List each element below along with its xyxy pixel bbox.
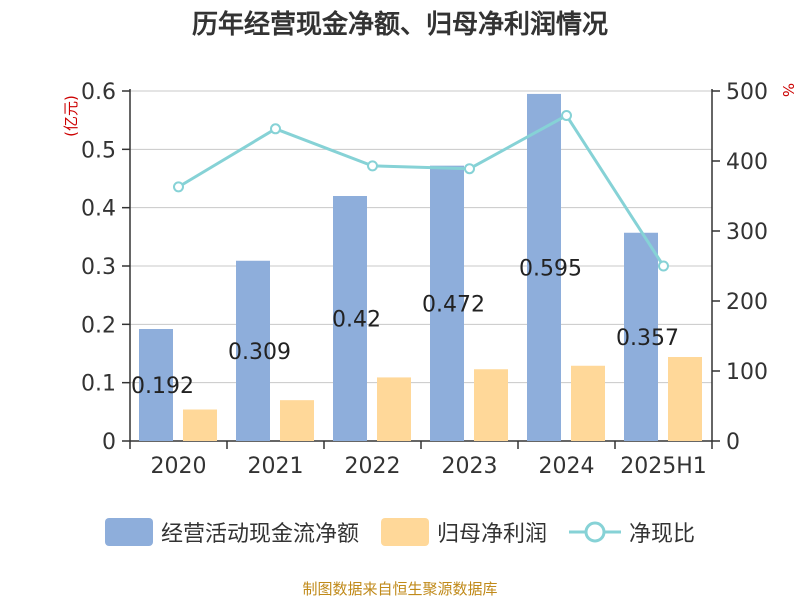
- legend-label-net-profit: 归母净利润: [436, 522, 547, 547]
- y-left-tick-label: 0: [102, 430, 116, 455]
- x-tick-label: 2024: [539, 454, 595, 479]
- data-label-cash-flow: 0.192: [131, 374, 194, 399]
- data-label-cash-flow: 0.595: [519, 256, 582, 281]
- bar-net-profit: [183, 409, 217, 441]
- x-tick-label: 2020: [151, 454, 207, 479]
- bar-net-profit: [474, 369, 508, 441]
- y-right-tick-label: 300: [726, 220, 768, 245]
- ratio-point: [367, 160, 378, 172]
- bar-cash-flow: [139, 329, 173, 441]
- y-left-tick-label: 0.4: [81, 197, 116, 222]
- y-right-tick-label: 500: [726, 80, 768, 105]
- y-right-tick-label: 0: [726, 430, 740, 455]
- bar-net-profit: [571, 365, 605, 441]
- data-label-cash-flow: 0.309: [228, 340, 291, 365]
- legend-item-cash-flow[interactable]: 经营活动现金流净额: [104, 516, 359, 548]
- y-left-tick-label: 0.3: [81, 255, 116, 280]
- legend-swatch-net-profit: [380, 518, 429, 546]
- bar-net-profit: [377, 377, 411, 441]
- y-left-tick-label: 0.1: [81, 372, 116, 397]
- ratio-point: [270, 123, 281, 135]
- bar-cash-flow: [527, 93, 561, 442]
- ratio-line: [177, 113, 665, 267]
- y-left-tick-label: 0.5: [81, 138, 116, 163]
- legend-item-ratio[interactable]: 净现比: [569, 516, 695, 548]
- bar-cash-flow: [333, 196, 367, 441]
- y-right-tick-label: 400: [726, 150, 768, 175]
- source-footer: 制图数据来自恒生聚源数据库: [302, 580, 498, 598]
- bar-cash-flow: [430, 165, 464, 441]
- ratio-point: [561, 110, 572, 121]
- y-right-unit-label: %: [779, 83, 797, 97]
- bar-cash-flow: [624, 232, 658, 441]
- y-right-tick-label: 200: [726, 290, 768, 315]
- bar-net-profit: [668, 357, 702, 441]
- data-label-cash-flow: 0.472: [422, 292, 485, 317]
- x-tick-label: 2021: [248, 454, 304, 479]
- data-label-cash-flow: 0.357: [616, 326, 679, 351]
- legend-label-cash-flow: 经营活动现金流净额: [160, 522, 359, 547]
- y-left-unit-label: (亿元): [62, 95, 80, 137]
- ratio-point: [173, 181, 184, 193]
- chart-legend: 经营活动现金流净额 归母净利润 净现比: [0, 516, 800, 548]
- x-tick-label: 2023: [442, 454, 498, 479]
- legend-item-net-profit[interactable]: 归母净利润: [380, 516, 547, 548]
- data-label-cash-flow: 0.42: [332, 308, 381, 333]
- ratio-point: [658, 260, 669, 272]
- bar-net-profit: [280, 400, 314, 441]
- legend-swatch-cash-flow: [104, 518, 153, 546]
- chart-title: 历年经营现金净额、归母净利润情况: [191, 10, 608, 40]
- ratio-point: [464, 163, 475, 175]
- bar-cash-flow: [236, 260, 270, 441]
- x-tick-label: 2025H1: [620, 454, 707, 479]
- x-tick-label: 2022: [345, 454, 401, 479]
- y-left-tick-label: 0.2: [81, 313, 116, 338]
- legend-swatch-ratio-line: [569, 521, 621, 543]
- y-left-tick-label: 0.6: [81, 80, 116, 105]
- legend-label-ratio: 净现比: [629, 522, 696, 547]
- y-right-tick-label: 100: [726, 360, 768, 385]
